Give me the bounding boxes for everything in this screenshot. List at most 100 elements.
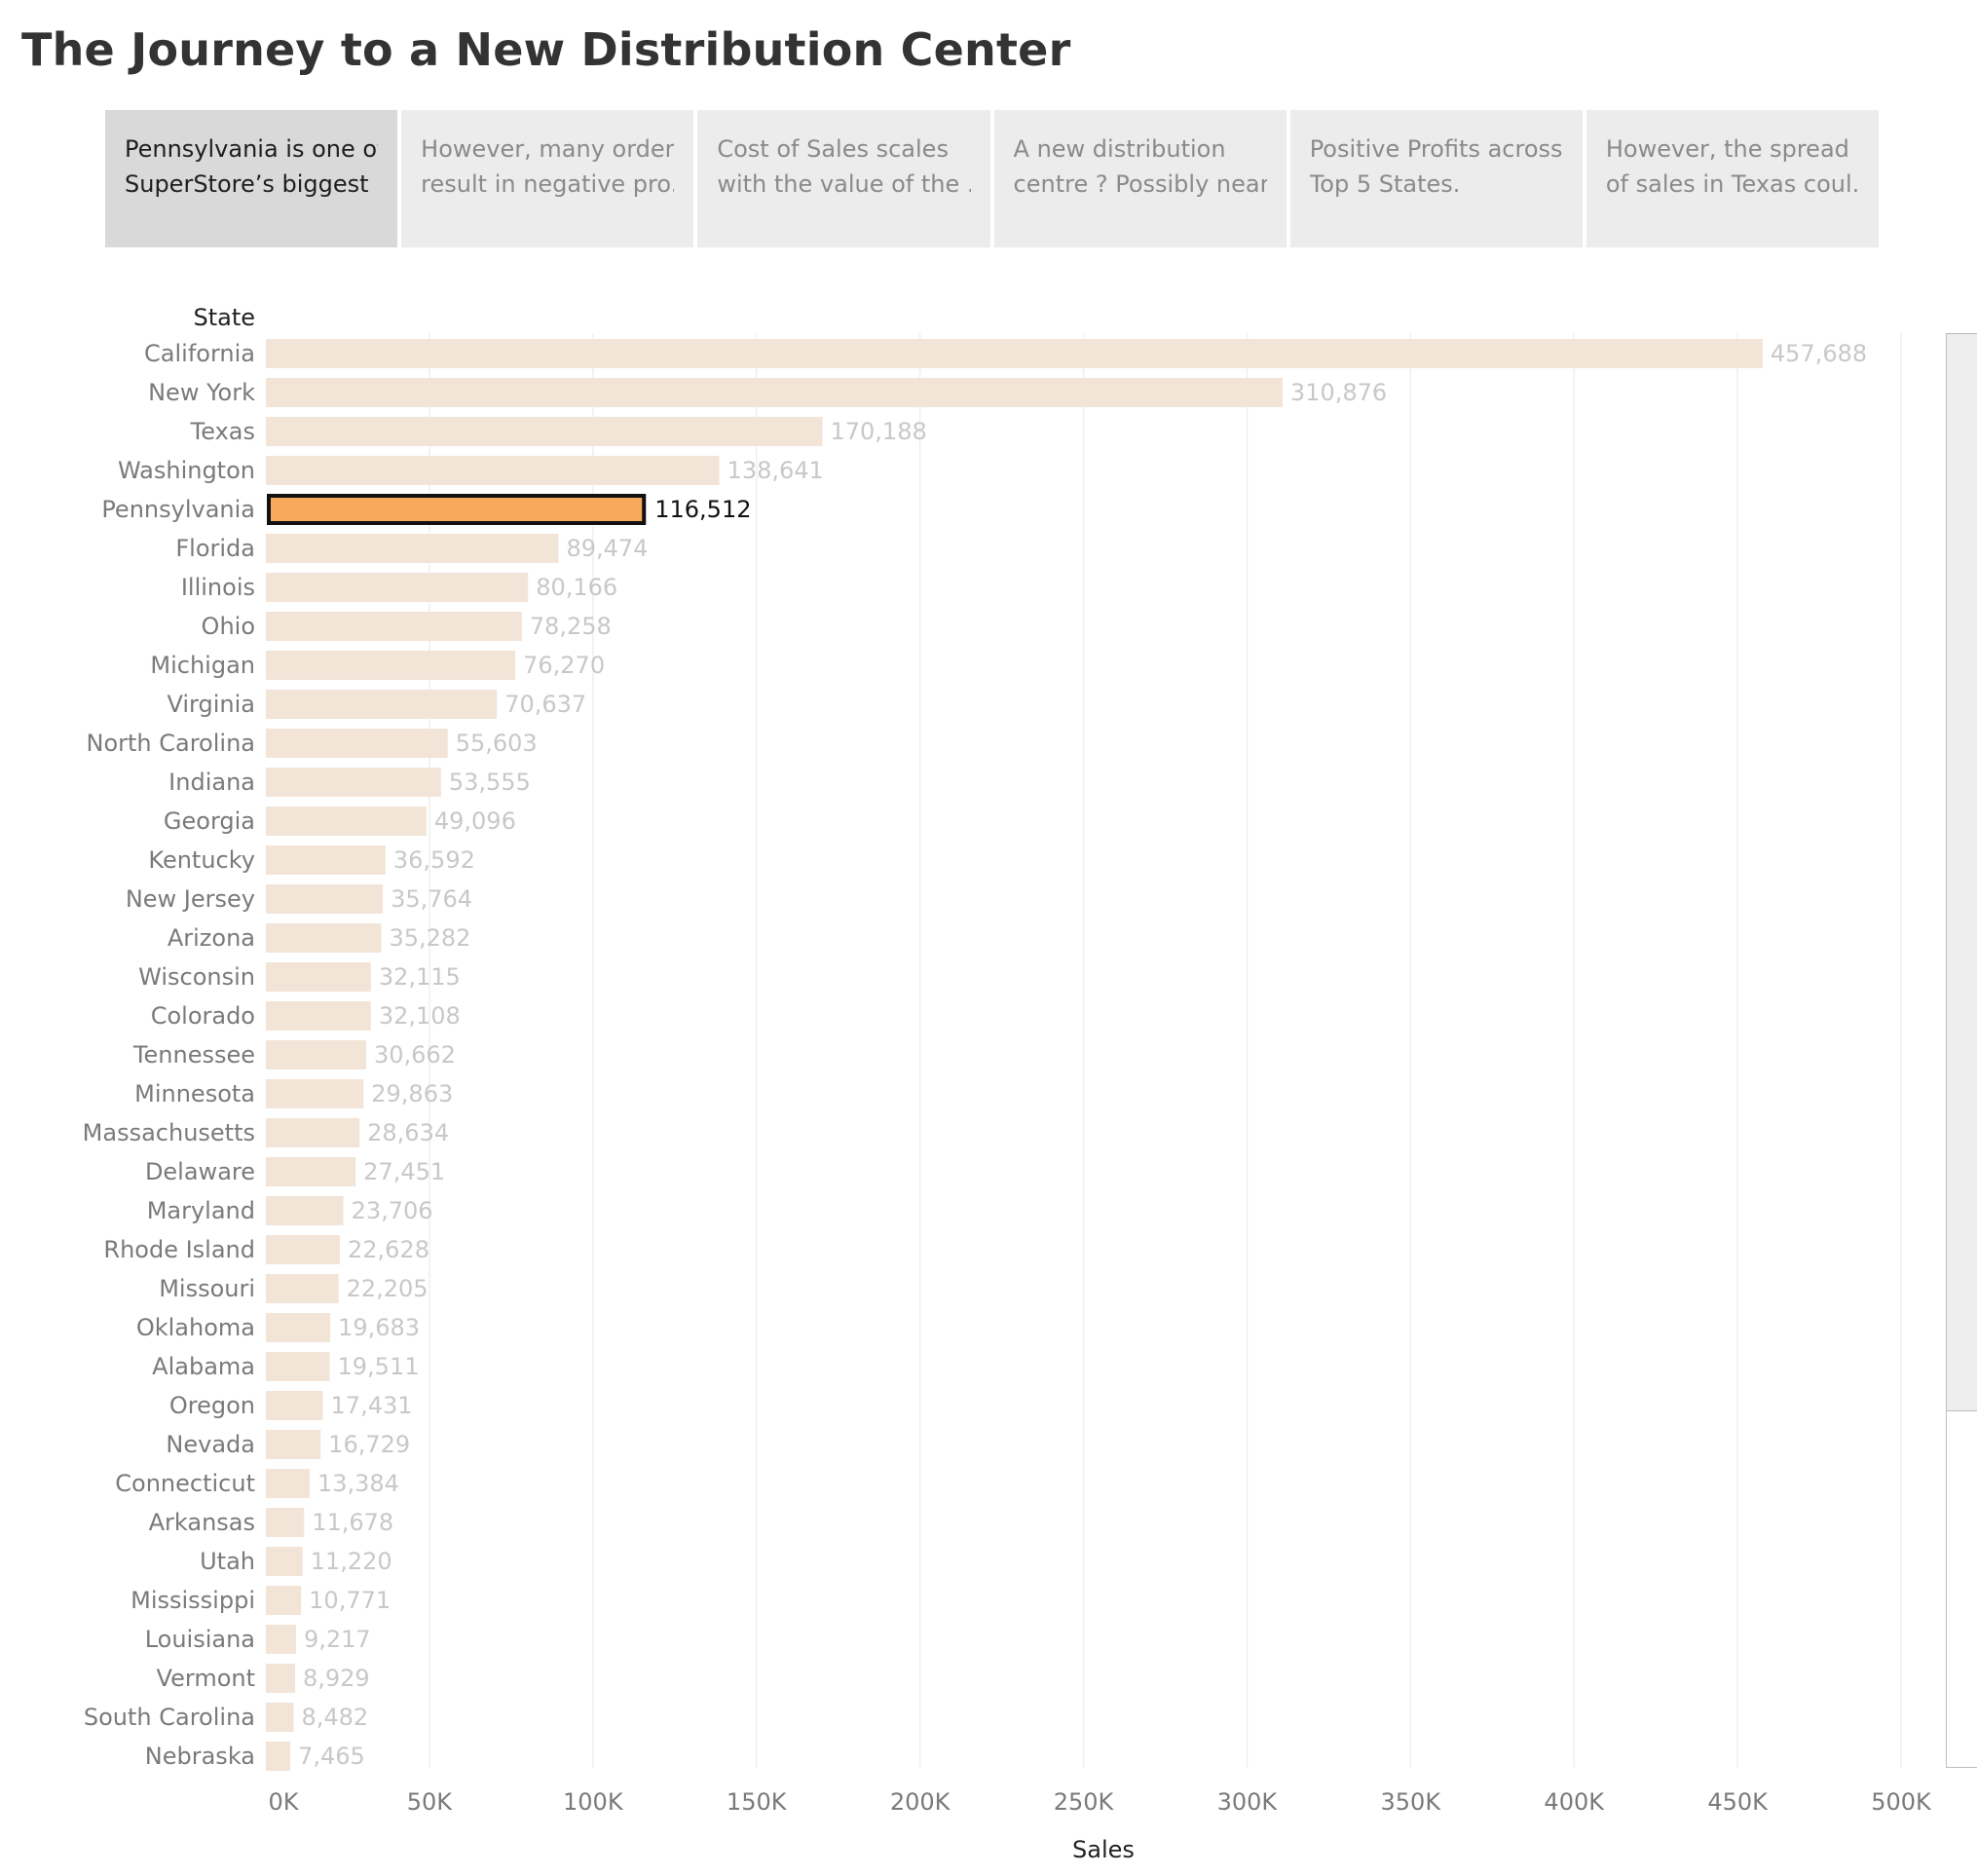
bar <box>266 651 516 680</box>
story-point-6[interactable]: However, the spread of sales in Texas co… <box>1585 110 1880 247</box>
scrollbar-thumb[interactable] <box>1947 334 1977 1411</box>
state-label: Illinois <box>181 574 255 601</box>
state-label: Pennsylvania <box>101 496 255 523</box>
data-label: 36,592 <box>393 846 475 874</box>
data-label: 70,637 <box>504 691 586 718</box>
data-label: 138,641 <box>727 457 824 484</box>
state-label: Oklahoma <box>136 1314 255 1341</box>
state-label: Ohio <box>202 613 255 640</box>
bar <box>266 417 823 446</box>
state-label: Mississippi <box>131 1587 255 1614</box>
data-label: 13,384 <box>317 1470 399 1497</box>
story-point-text: result in negative pro.. <box>421 170 675 198</box>
state-label: Nebraska <box>145 1743 255 1770</box>
story-point-text: However, the spread <box>1605 135 1849 163</box>
row-header-label: State <box>193 304 255 331</box>
state-label: Colorado <box>151 1002 255 1030</box>
data-label: 28,634 <box>367 1119 449 1146</box>
vertical-scrollbar[interactable] <box>1946 333 1977 1768</box>
state-label: Rhode Island <box>103 1236 255 1263</box>
state-label: Alabama <box>152 1353 255 1380</box>
x-tick-label: 50K <box>407 1788 454 1816</box>
state-label: Massachusetts <box>83 1119 255 1146</box>
state-label: California <box>144 340 255 367</box>
state-label: Arkansas <box>149 1509 255 1536</box>
bar <box>266 1196 344 1225</box>
x-tick-label: 0K <box>268 1788 299 1816</box>
state-label: Vermont <box>157 1665 255 1692</box>
story-navigator: Pennsylvania is one of SuperStore’s bigg… <box>105 110 1880 247</box>
data-label: 55,603 <box>456 730 538 757</box>
data-label: 32,115 <box>379 963 461 991</box>
story-point-text: SuperStore’s biggest .. <box>125 170 379 198</box>
state-label: Arizona <box>168 924 255 952</box>
bar <box>266 1313 331 1342</box>
bar <box>266 1430 321 1459</box>
page-title: The Journey to a New Distribution Center <box>21 23 1071 76</box>
bar <box>266 1703 294 1732</box>
x-tick-label: 150K <box>727 1788 788 1816</box>
state-label: Indiana <box>168 769 255 796</box>
state-label: South Carolina <box>84 1704 255 1731</box>
data-label: 23,706 <box>352 1197 433 1224</box>
bar <box>266 729 448 758</box>
x-tick-label: 200K <box>890 1788 951 1816</box>
data-label: 8,929 <box>303 1665 370 1692</box>
bar <box>266 378 1283 407</box>
data-label: 170,188 <box>830 418 926 445</box>
state-label: Tennessee <box>132 1041 255 1069</box>
bar <box>266 807 427 836</box>
state-label: New York <box>148 379 255 406</box>
state-label: Virginia <box>168 691 256 718</box>
data-label: 457,688 <box>1771 340 1867 367</box>
state-label: Maryland <box>147 1197 255 1224</box>
data-label: 9,217 <box>304 1626 371 1653</box>
state-label: New Jersey <box>126 885 255 913</box>
bar <box>266 1079 364 1108</box>
x-tick-label: 400K <box>1544 1788 1605 1816</box>
state-label: Utah <box>200 1548 255 1575</box>
data-label: 17,431 <box>331 1392 413 1419</box>
story-point-2[interactable]: However, many orders result in negative … <box>401 110 694 247</box>
state-label: Oregon <box>169 1392 255 1419</box>
state-label: Georgia <box>164 807 255 835</box>
data-label: 16,729 <box>328 1431 410 1458</box>
state-label: Wisconsin <box>138 963 255 991</box>
data-label: 22,205 <box>347 1275 429 1302</box>
bar <box>266 1391 323 1420</box>
x-tick-label: 100K <box>563 1788 624 1816</box>
bar <box>266 1742 291 1771</box>
story-point-3[interactable]: Cost of Sales scales with the value of t… <box>697 110 990 247</box>
bar <box>266 1547 303 1576</box>
state-label: North Carolina <box>87 730 256 757</box>
data-label: 29,863 <box>371 1080 453 1107</box>
bar <box>266 456 720 485</box>
bar <box>266 1664 295 1693</box>
bar <box>266 1469 310 1498</box>
story-point-text: with the value of the .. <box>717 170 971 198</box>
story-point-1[interactable]: Pennsylvania is one of SuperStore’s bigg… <box>105 110 398 247</box>
data-label: 32,108 <box>379 1002 461 1030</box>
bar <box>266 690 498 719</box>
bar <box>266 1001 371 1031</box>
story-point-text: Top 5 States. <box>1309 170 1461 198</box>
data-label: 10,771 <box>309 1587 391 1614</box>
bar-chart-svg: State California 457,688 New York 310,876 Tex… <box>83 304 1932 1863</box>
data-label: 19,683 <box>338 1314 420 1341</box>
bar <box>266 1625 296 1654</box>
state-label: Texas <box>190 418 255 445</box>
x-tick-label: 350K <box>1381 1788 1442 1816</box>
story-point-5[interactable]: Positive Profits across Top 5 States. <box>1289 110 1583 247</box>
data-label: 27,451 <box>363 1158 445 1185</box>
bar <box>266 962 371 992</box>
bar <box>266 1118 360 1147</box>
data-label: 49,096 <box>434 807 516 835</box>
story-point-4[interactable]: A new distribution centre ? Possibly nea… <box>993 110 1287 247</box>
data-label: 8,482 <box>301 1704 368 1731</box>
bar <box>266 884 384 914</box>
data-label: 22,628 <box>348 1236 429 1263</box>
data-label: 76,270 <box>523 652 605 679</box>
data-label: 89,474 <box>566 535 648 562</box>
state-label: Michigan <box>150 652 255 679</box>
story-point-text: Positive Profits across <box>1309 135 1563 163</box>
